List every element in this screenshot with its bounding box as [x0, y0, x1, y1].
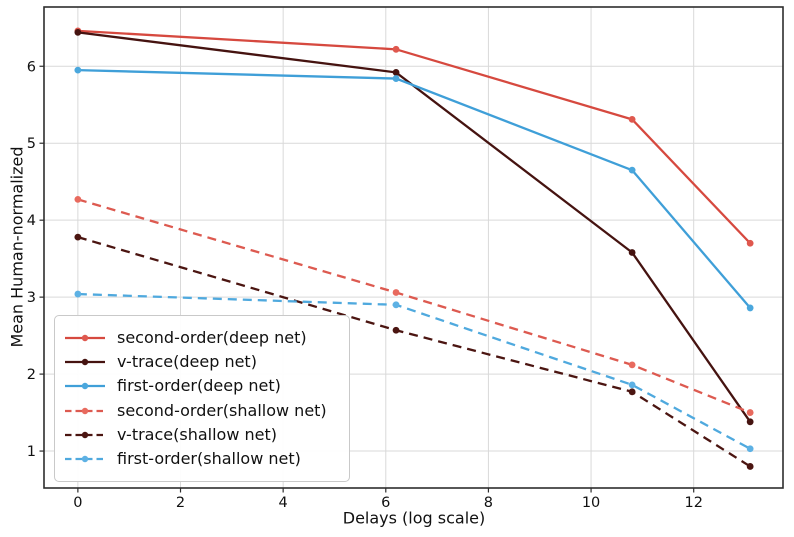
- x-tick-label: 8: [484, 495, 493, 511]
- legend-item: v-trace(deep net): [64, 350, 339, 374]
- gridlines: [44, 7, 783, 488]
- series-line-1: [77, 31, 752, 423]
- legend-item: second-order(shallow net): [64, 399, 339, 423]
- data-point: [74, 290, 82, 298]
- y-tick-label: 1: [27, 444, 36, 460]
- data-point: [746, 445, 754, 453]
- legend-item: second-order(deep net): [64, 326, 339, 350]
- y-tick-label: 6: [27, 59, 36, 75]
- series-line-5: [77, 292, 751, 450]
- legend-item-label: second-order(shallow net): [117, 400, 327, 420]
- data-point: [392, 301, 400, 309]
- data-point: [628, 381, 636, 389]
- data-point: [74, 233, 82, 241]
- data-point: [74, 66, 82, 74]
- data-point: [746, 239, 754, 247]
- data-point: [392, 289, 400, 296]
- x-tick-label: 12: [684, 495, 702, 511]
- series-lines: [74, 27, 754, 470]
- x-axis-title: Delays (log scale): [342, 508, 486, 528]
- data-point: [74, 28, 82, 36]
- x-tick-label: 10: [582, 495, 600, 511]
- data-point: [392, 75, 400, 82]
- y-tick-label: 2: [27, 367, 36, 383]
- legend-item: first-order(shallow net): [64, 447, 339, 471]
- legend-item-label: first-order(deep net): [117, 376, 281, 396]
- data-point: [746, 409, 754, 416]
- legend-item: v-trace(shallow net): [64, 423, 339, 447]
- series-line-4: [77, 236, 751, 468]
- tick-marks: [39, 65, 695, 493]
- data-point: [628, 166, 636, 174]
- y-tick-label: 3: [27, 290, 36, 306]
- data-point: [74, 196, 82, 203]
- legend-line-sample: [65, 358, 105, 366]
- y-tick-label: 4: [27, 213, 36, 229]
- x-tick-label: 0: [73, 495, 82, 511]
- data-point: [746, 304, 754, 312]
- legend-line-sample: [65, 455, 105, 463]
- legend-line-sample: [65, 431, 105, 438]
- legend-item: first-order(deep net): [64, 374, 339, 398]
- legend-item-label: second-order(deep net): [117, 328, 307, 347]
- x-tick-label: 4: [279, 495, 288, 511]
- legend-item-label: v-trace(deep net): [117, 352, 257, 372]
- y-tick-label: 5: [27, 136, 36, 152]
- series-line-0: [77, 29, 751, 245]
- legend-item-label: v-trace(shallow net): [117, 424, 277, 444]
- series-line-2: [77, 68, 752, 309]
- legend-line-sample: [65, 383, 105, 390]
- data-point: [746, 418, 754, 426]
- data-point: [392, 45, 400, 53]
- data-point: [628, 115, 636, 123]
- data-point: [392, 69, 400, 76]
- x-tick-label: 2: [176, 495, 185, 511]
- data-point: [628, 249, 636, 256]
- legend-line-sample: [65, 334, 105, 342]
- legend: second-order(deep net) v-trace(deep net) f…: [54, 315, 350, 482]
- data-point: [628, 361, 636, 369]
- series-line-3: [77, 198, 751, 414]
- data-point: [628, 388, 636, 396]
- data-point: [392, 326, 400, 334]
- legend-item-label: first-order(shallow net): [117, 448, 301, 468]
- data-point: [746, 463, 754, 470]
- y-axis-title: Mean Human-normalized: [7, 146, 27, 348]
- axes-frame: [43, 6, 784, 489]
- legend-line-sample: [65, 407, 105, 414]
- x-tick-label: 6: [381, 495, 390, 511]
